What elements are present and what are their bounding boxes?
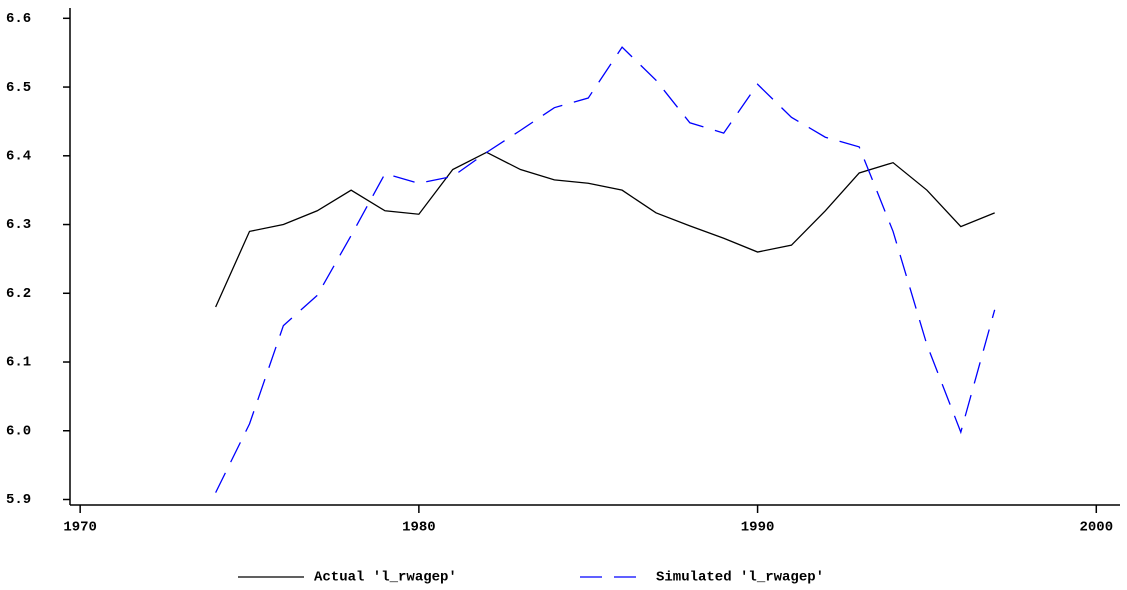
y-tick-label: 6.2 xyxy=(6,286,31,302)
legend-label: Simulated 'l_rwagep' xyxy=(656,570,824,586)
y-tick-label: 6.4 xyxy=(6,148,31,164)
y-tick-label: 5.9 xyxy=(6,492,31,508)
legend-label: Actual 'l_rwagep' xyxy=(314,570,457,586)
y-tick-label: 6.0 xyxy=(6,423,31,439)
y-tick-label: 6.5 xyxy=(6,80,31,96)
series-line xyxy=(215,151,995,308)
x-tick-label: 1990 xyxy=(741,520,775,536)
x-tick-label: 2000 xyxy=(1079,520,1113,536)
y-tick-label: 6.6 xyxy=(6,11,31,27)
x-tick-label: 1970 xyxy=(63,520,97,536)
y-tick-label: 6.1 xyxy=(6,355,31,371)
series-line xyxy=(215,46,996,493)
x-tick-label: 1980 xyxy=(402,520,436,536)
y-tick-label: 6.3 xyxy=(6,217,31,233)
